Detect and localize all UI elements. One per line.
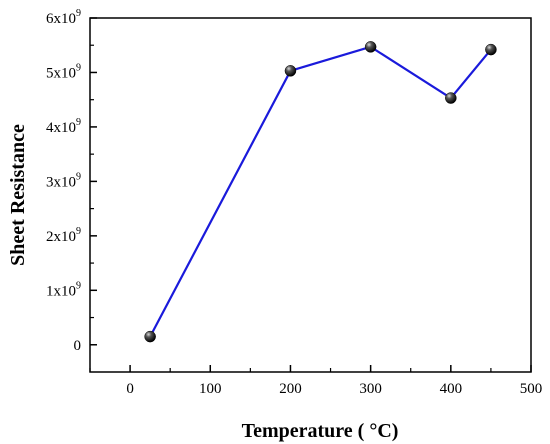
data-point	[445, 92, 457, 104]
x-tick-label: 500	[520, 381, 543, 397]
y-tick-label-exponent: 9	[76, 8, 81, 19]
y-tick-label-exponent: 9	[76, 280, 81, 291]
y-tick-label: 2x109	[46, 226, 81, 245]
y-tick-label-exponent: 9	[76, 171, 81, 182]
y-axis-title: Sheet Resistance	[7, 124, 29, 266]
x-tick-label: 100	[199, 381, 222, 397]
y-tick-label: 4x109	[46, 117, 81, 136]
y-tick-label-base: 5x10	[46, 65, 76, 81]
y-tick-label-base: 6x10	[46, 11, 76, 27]
y-tick-label-exponent: 9	[76, 226, 81, 237]
data-point	[144, 330, 156, 343]
data-point	[485, 43, 497, 56]
series-line	[149, 45, 492, 338]
y-tick-label: 5x109	[46, 62, 81, 81]
x-tick-label: 200	[279, 381, 302, 397]
plot-frame	[89, 17, 532, 373]
y-tick-label: 1x109	[46, 280, 81, 299]
y-tick-label-base: 3x10	[46, 174, 76, 190]
y-tick-label-exponent: 9	[76, 62, 81, 73]
y-tick-label-base: 1x10	[46, 283, 76, 299]
y-tick-label-base: 2x10	[46, 229, 76, 245]
data-point	[284, 65, 297, 77]
data-point	[364, 41, 377, 53]
y-tick-label-base: 4x10	[46, 120, 76, 136]
y-tick-label: 3x109	[46, 171, 81, 190]
x-axis-title: Temperature ( °C)	[242, 420, 399, 442]
x-tick-label: 0	[126, 381, 134, 397]
y-tick-label: 6x109	[46, 8, 81, 27]
y-tick-label-base: 0	[74, 338, 82, 354]
x-axis-ticks: 0 100 200 300 400 500	[89, 365, 543, 397]
y-tick-label: 0	[74, 338, 82, 354]
y-tick-label-exponent: 9	[76, 117, 81, 128]
x-tick-label: 300	[359, 381, 382, 397]
series-layer	[144, 41, 497, 343]
x-tick-label: 400	[440, 381, 463, 397]
